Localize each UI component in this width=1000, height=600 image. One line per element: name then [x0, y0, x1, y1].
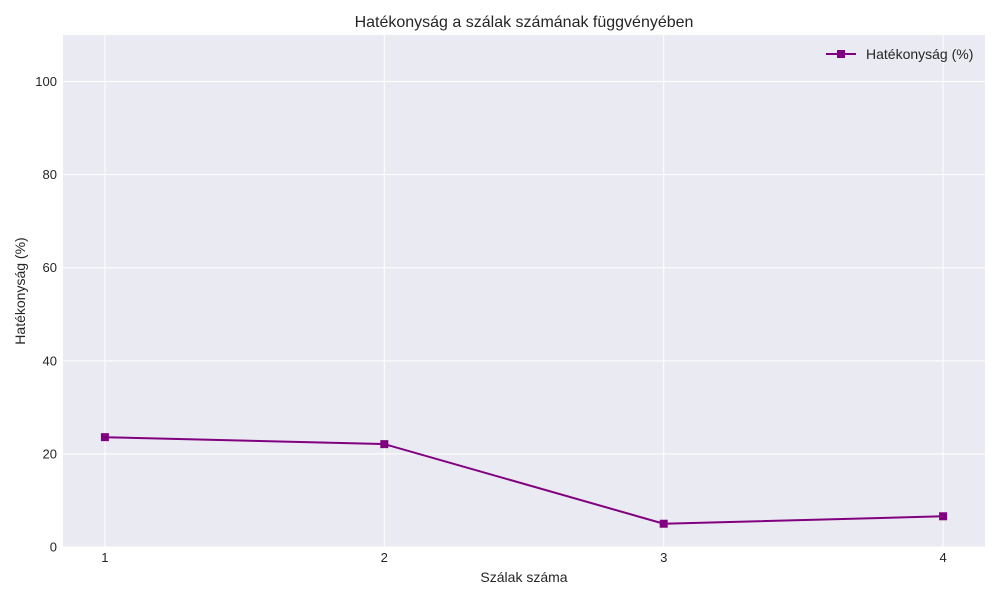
y-tick-label: 40: [43, 353, 57, 368]
data-point-marker: [100, 433, 109, 442]
series-layer: [100, 433, 948, 528]
x-tick-label: 4: [939, 550, 946, 565]
x-tick-labels: 1 2 3 4: [101, 550, 946, 565]
series-line: [104, 436, 944, 525]
data-point-marker: [380, 440, 389, 449]
legend: Hatékonyság (%): [826, 46, 973, 62]
data-point-marker: [939, 512, 948, 521]
y-tick-label: 60: [43, 260, 57, 275]
y-tick-labels: 0 20 40 60 80 100: [35, 74, 57, 554]
x-tick-label: 3: [660, 550, 667, 565]
x-axis-label: Szálak száma: [480, 569, 567, 585]
y-tick-label: 80: [43, 167, 57, 182]
data-point-marker: [659, 519, 668, 528]
y-axis-label: Hatékonyság (%): [12, 237, 28, 344]
y-tick-label: 20: [43, 446, 57, 461]
x-tick-label: 2: [381, 550, 388, 565]
x-tick-label: 1: [101, 550, 108, 565]
y-tick-label: 0: [50, 540, 57, 555]
legend-marker-swatch: [837, 50, 845, 58]
chart-title: Hatékonyság a szálak számának függvényéb…: [355, 14, 694, 31]
y-tick-label: 100: [35, 74, 57, 89]
legend-label: Hatékonyság (%): [866, 46, 973, 62]
grid-lines: [63, 35, 985, 548]
plot-area: [63, 35, 985, 547]
